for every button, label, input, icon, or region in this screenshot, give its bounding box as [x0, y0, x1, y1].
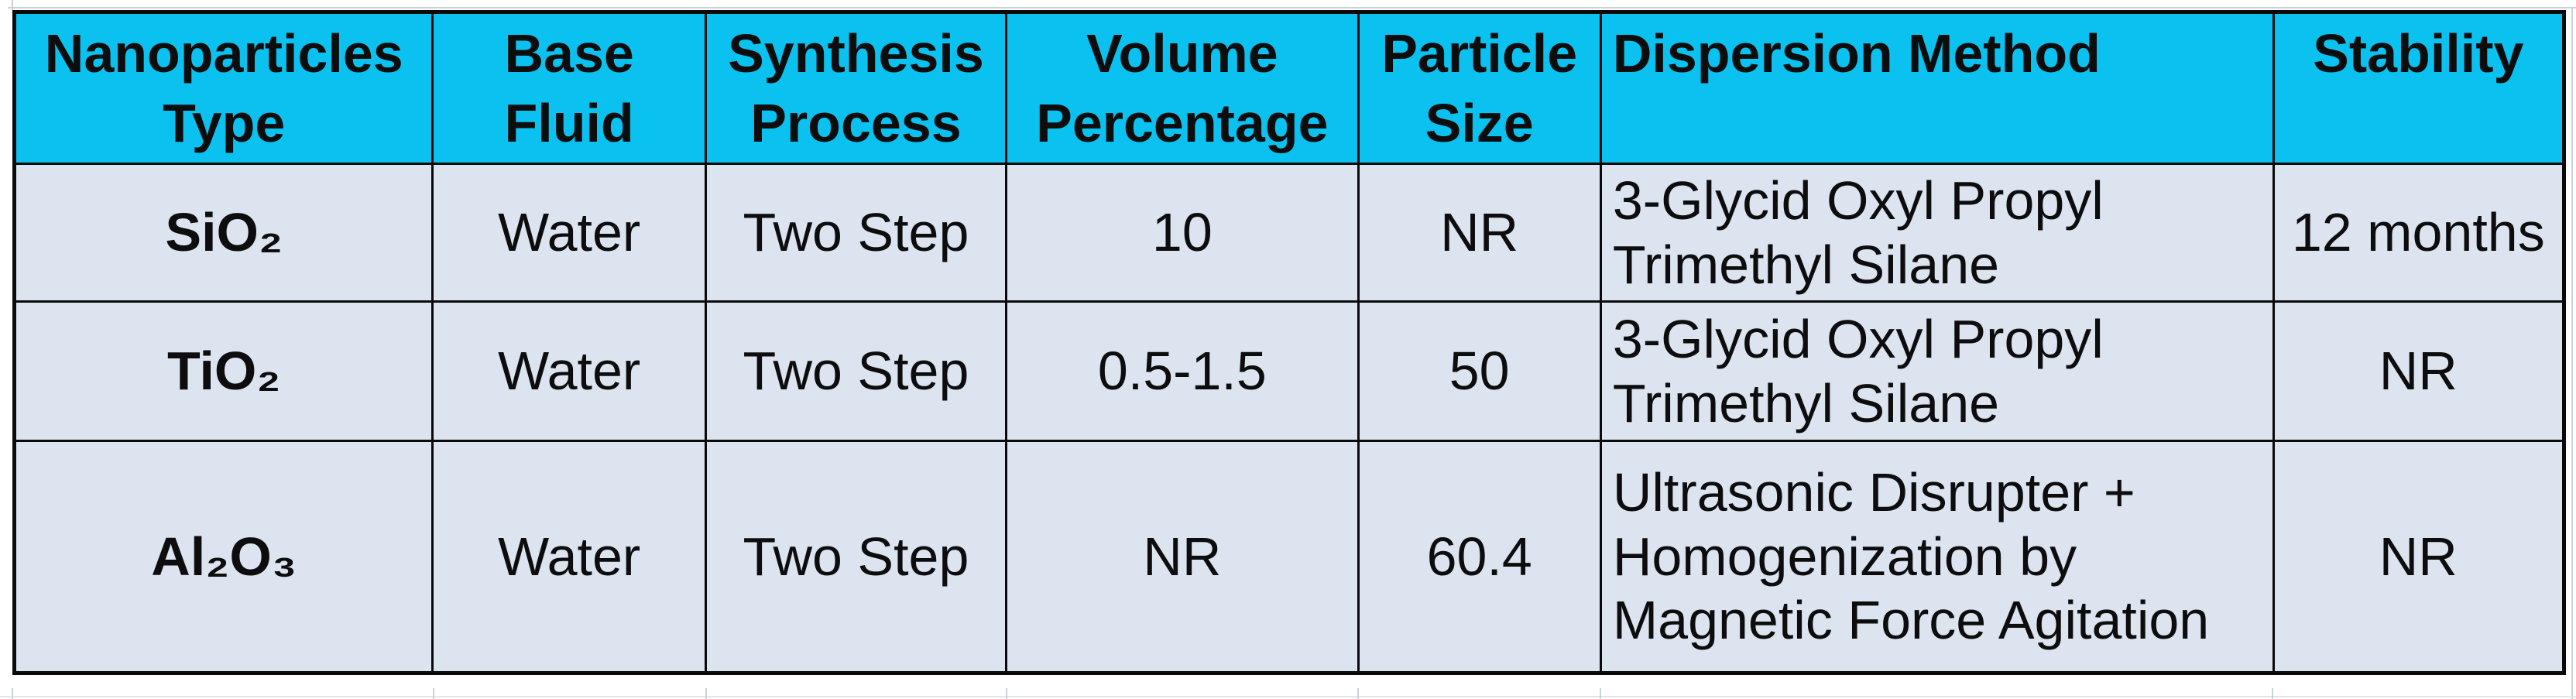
crop-artifact-stub	[433, 688, 434, 699]
crop-artifact-top-hairline	[8, 7, 2576, 9]
cell-volume-percentage: 10	[1005, 163, 1360, 303]
crop-artifact-stub	[2272, 688, 2273, 699]
header-cell-synthesis-process: Synthesis Process	[704, 11, 1008, 165]
cell-base-fluid: Water	[431, 300, 707, 442]
cell-nanoparticles-type: TiO₂	[12, 300, 434, 442]
cell-base-fluid: Water	[431, 440, 707, 674]
nanofluid-preparation-table: Nanoparticles Type Base Fluid Synthesis …	[12, 10, 2566, 675]
header-cell-volume-percentage: Volume Percentage	[1005, 11, 1360, 165]
cell-synthesis-process: Two Step	[704, 300, 1008, 442]
cell-dispersion-method: 3-Glycid Oxyl Propyl Trimethyl Silane	[1599, 163, 2275, 303]
table-row-sio2: SiO₂ Water Two Step 10 NR 3-Glycid Oxyl …	[12, 163, 2566, 303]
cell-particle-size: 50	[1357, 300, 1602, 442]
crop-artifact-bottom-hairline	[0, 696, 2576, 697]
crop-artifact-right-hairline	[2571, 7, 2573, 699]
cell-base-fluid: Water	[431, 163, 707, 303]
cell-stability: NR	[2272, 300, 2566, 442]
crop-artifact-stub	[12, 688, 13, 699]
header-cell-stability: Stability	[2272, 11, 2566, 165]
header-cell-particle-size: Particle Size	[1357, 11, 1602, 165]
header-cell-nanoparticles-type: Nanoparticles Type	[12, 11, 434, 165]
cell-particle-size: 60.4	[1357, 440, 1602, 674]
header-cell-base-fluid: Base Fluid	[431, 11, 707, 165]
table-row-tio2: TiO₂ Water Two Step 0.5-1.5 50 3-Glycid …	[12, 300, 2566, 442]
cell-volume-percentage: 0.5-1.5	[1005, 300, 1360, 442]
cell-synthesis-process: Two Step	[704, 163, 1008, 303]
crop-artifact-stub	[1357, 688, 1359, 699]
cell-stability: 12 months	[2272, 163, 2566, 303]
cell-nanoparticles-type: Al₂O₃	[12, 440, 434, 674]
crop-artifact-stub	[705, 688, 707, 699]
cell-dispersion-method: Ultrasonic Disrupter + Homogenization by…	[1599, 440, 2275, 674]
crop-artifact-stub	[1006, 688, 1007, 699]
crop-artifact-stub	[1600, 688, 1601, 699]
header-row: Nanoparticles Type Base Fluid Synthesis …	[12, 11, 2566, 165]
cell-dispersion-method: 3-Glycid Oxyl Propyl Trimethyl Silane	[1599, 300, 2275, 442]
header-cell-dispersion-method: Dispersion Method	[1599, 11, 2275, 165]
cell-stability: NR	[2272, 440, 2566, 674]
crop-artifact-stub	[12, 0, 13, 10]
table-row-al2o3: Al₂O₃ Water Two Step NR 60.4 Ultrasonic …	[12, 440, 2566, 674]
cell-volume-percentage: NR	[1005, 440, 1360, 674]
cell-synthesis-process: Two Step	[704, 440, 1008, 674]
cell-particle-size: NR	[1357, 163, 1602, 303]
cell-nanoparticles-type: SiO₂	[12, 163, 434, 303]
